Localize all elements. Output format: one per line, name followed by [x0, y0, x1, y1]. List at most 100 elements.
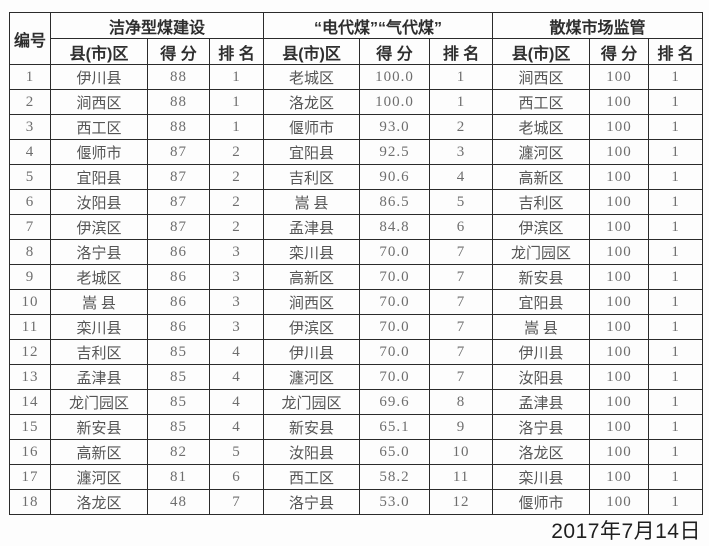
col-header-county: 县(市)区: [492, 38, 591, 65]
cell-electricity-gas-score: 100.0: [359, 89, 431, 115]
cell-clean-coal-county: 洛龙区: [50, 489, 148, 515]
cell-electricity-gas-rank: 1: [429, 64, 494, 90]
cell-clean-coal-county: 宜阳县: [50, 164, 148, 190]
cell-number: 3: [9, 114, 51, 140]
cell-electricity-gas-county: 西工区: [263, 464, 361, 490]
cell-market-supervision-score: 100: [589, 489, 650, 515]
cell-market-supervision-county: 宜阳县: [492, 289, 591, 315]
cell-electricity-gas-score: 70.0: [359, 239, 431, 265]
cell-electricity-gas-rank: 7: [429, 339, 494, 365]
cell-electricity-gas-county: 偃师市: [263, 114, 361, 140]
table-row: 13 孟津县 85 4 瀍河区 70.0 7 汝阳县 100 1: [9, 364, 704, 390]
cell-clean-coal-rank: 2: [208, 214, 265, 240]
cell-number: 15: [9, 414, 51, 440]
cell-market-supervision-county: 洛宁县: [492, 414, 591, 440]
cell-clean-coal-rank: 1: [208, 89, 265, 115]
cell-clean-coal-county: 洛宁县: [50, 239, 148, 265]
cell-clean-coal-score: 85: [147, 389, 210, 415]
table-row: 1 伊川县 88 1 老城区 100.0 1 涧西区 100 1: [9, 64, 704, 90]
cell-clean-coal-county: 伊川县: [50, 64, 148, 90]
cell-electricity-gas-county: 瀍河区: [263, 364, 361, 390]
cell-clean-coal-county: 吉利区: [50, 339, 148, 365]
cell-clean-coal-score: 81: [147, 464, 210, 490]
col-header-rank: 排 名: [429, 38, 494, 65]
cell-electricity-gas-rank: 7: [429, 364, 494, 390]
cell-market-supervision-rank: 1: [648, 89, 704, 115]
table-row: 6 汝阳县 87 2 嵩 县 86.5 5 吉利区 100 1: [9, 189, 704, 215]
cell-clean-coal-rank: 3: [208, 289, 265, 315]
cell-electricity-gas-rank: 8: [429, 389, 494, 415]
cell-electricity-gas-county: 高新区: [263, 264, 361, 290]
col-header-score: 得 分: [359, 38, 431, 65]
cell-clean-coal-rank: 5: [208, 439, 265, 465]
cell-electricity-gas-score: 70.0: [359, 364, 431, 390]
cell-clean-coal-score: 88: [147, 64, 210, 90]
cell-clean-coal-rank: 3: [208, 264, 265, 290]
cell-clean-coal-score: 48: [147, 489, 210, 515]
cell-electricity-gas-county: 伊川县: [263, 339, 361, 365]
cell-clean-coal-county: 西工区: [50, 114, 148, 140]
cell-market-supervision-county: 栾川县: [492, 464, 591, 490]
cell-clean-coal-score: 82: [147, 439, 210, 465]
cell-electricity-gas-score: 84.8: [359, 214, 431, 240]
col-header-county: 县(市)区: [50, 38, 148, 65]
cell-number: 2: [9, 89, 51, 115]
column-header-row: 县(市)区 得 分 排 名 县(市)区 得 分 排 名 县(市)区 得 分 排 …: [10, 38, 704, 65]
cell-electricity-gas-score: 70.0: [359, 314, 431, 340]
cell-electricity-gas-rank: 4: [429, 164, 494, 190]
cell-clean-coal-county: 偃师市: [50, 139, 148, 165]
cell-electricity-gas-score: 70.0: [359, 264, 431, 290]
cell-number: 1: [9, 64, 51, 90]
table-row: 16 高新区 82 5 汝阳县 65.0 10 洛龙区 100 1: [9, 439, 704, 465]
cell-market-supervision-rank: 1: [648, 214, 704, 240]
cell-electricity-gas-rank: 6: [429, 214, 494, 240]
cell-market-supervision-score: 100: [589, 464, 650, 490]
cell-electricity-gas-score: 93.0: [359, 114, 431, 140]
cell-electricity-gas-county: 新安县: [263, 414, 361, 440]
col-header-rank: 排 名: [648, 38, 704, 65]
cell-clean-coal-county: 老城区: [50, 264, 148, 290]
cell-number: 10: [9, 289, 51, 315]
cell-market-supervision-score: 100: [589, 289, 650, 315]
cell-number: 6: [9, 189, 51, 215]
cell-market-supervision-rank: 1: [648, 289, 704, 315]
table-row: 9 老城区 86 3 高新区 70.0 7 新安县 100 1: [9, 264, 704, 290]
report-date: 2017年7月14日: [551, 520, 701, 543]
cell-electricity-gas-score: 100.0: [359, 64, 431, 90]
cell-market-supervision-rank: 1: [648, 239, 704, 265]
cell-electricity-gas-score: 92.5: [359, 139, 431, 165]
table-row: 8 洛宁县 86 3 栾川县 70.0 7 龙门园区 100 1: [9, 239, 704, 265]
cell-market-supervision-county: 洛龙区: [492, 439, 591, 465]
cell-clean-coal-score: 85: [147, 414, 210, 440]
cell-clean-coal-county: 新安县: [50, 414, 148, 440]
cell-market-supervision-county: 偃师市: [492, 489, 591, 515]
cell-market-supervision-rank: 1: [648, 339, 704, 365]
cell-number: 5: [9, 164, 51, 190]
cell-number: 18: [9, 489, 51, 515]
cell-market-supervision-score: 100: [589, 139, 650, 165]
cell-clean-coal-rank: 1: [208, 114, 265, 140]
cell-electricity-gas-rank: 7: [429, 314, 494, 340]
cell-number: 13: [9, 364, 51, 390]
table-row: 14 龙门园区 85 4 龙门园区 69.6 8 孟津县 100 1: [9, 389, 704, 415]
cell-electricity-gas-county: 栾川县: [263, 239, 361, 265]
cell-electricity-gas-score: 69.6: [359, 389, 431, 415]
cell-market-supervision-score: 100: [589, 239, 650, 265]
table-row: 4 偃师市 87 2 宜阳县 92.5 3 瀍河区 100 1: [9, 139, 704, 165]
cell-number: 8: [9, 239, 51, 265]
cell-clean-coal-county: 瀍河区: [50, 464, 148, 490]
cell-number: 11: [9, 314, 51, 340]
cell-number: 16: [9, 439, 51, 465]
table-row: 11 栾川县 86 3 伊滨区 70.0 7 嵩 县 100 1: [9, 314, 704, 340]
group-header-clean-coal: 洁净型煤建设: [49, 12, 265, 39]
table-header: 编号 洁净型煤建设 “电代煤”“气代煤” 散煤市场监管 县(市)区 得 分 排 …: [9, 12, 704, 65]
cell-market-supervision-score: 100: [589, 164, 650, 190]
cell-market-supervision-county: 伊川县: [492, 339, 591, 365]
cell-clean-coal-rank: 3: [208, 239, 265, 265]
cell-market-supervision-rank: 1: [648, 439, 704, 465]
cell-electricity-gas-rank: 10: [429, 439, 494, 465]
cell-electricity-gas-rank: 11: [429, 464, 494, 490]
cell-clean-coal-score: 85: [147, 339, 210, 365]
cell-clean-coal-county: 栾川县: [50, 314, 148, 340]
table-body: 1 伊川县 88 1 老城区 100.0 1 涧西区 100 1 2 涧西区 88 1 洛龙区 100.0 1 西…: [9, 64, 704, 515]
